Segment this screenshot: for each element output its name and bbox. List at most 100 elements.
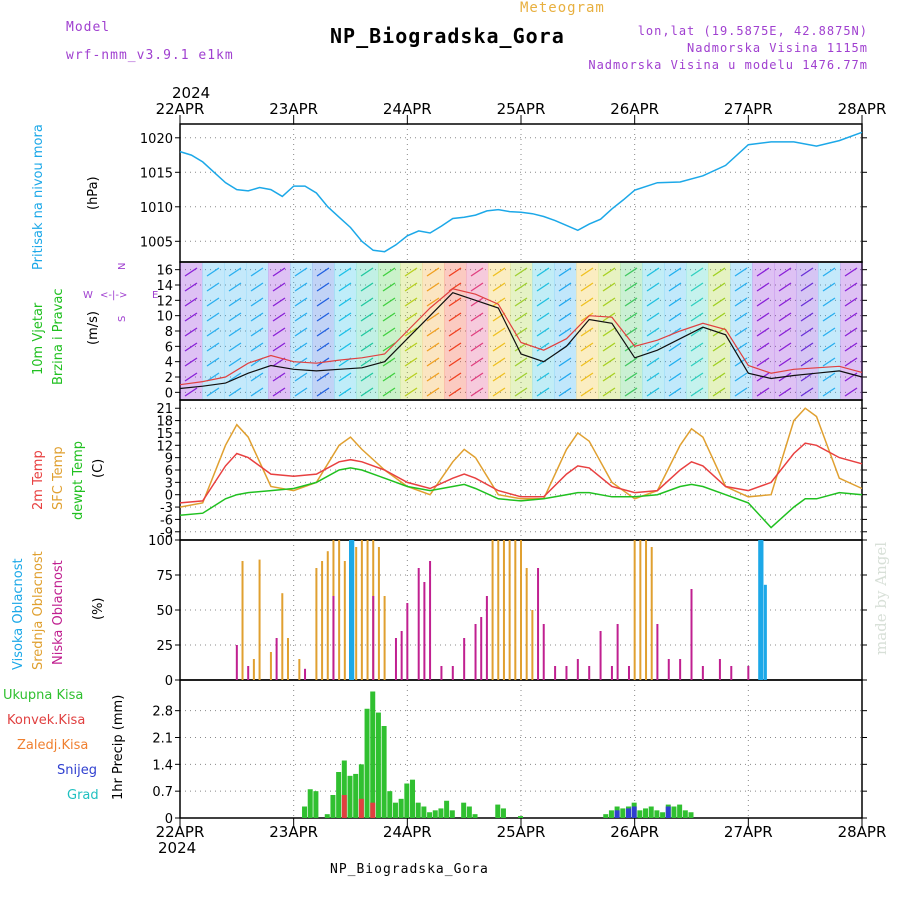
wind-arrow [756,387,770,397]
wind-arrow [470,312,484,322]
wind-arrow [646,267,660,277]
precip-bar-total [313,791,319,818]
x-tick-label-bottom: 23APR [269,823,318,841]
wind-arrow [690,312,704,322]
y-tick-label: 10 [156,310,173,325]
wind-arrow [492,312,506,322]
cloud-bar-low [406,603,409,680]
wind-arrow [822,297,836,307]
wind-arrow [228,297,242,307]
wind-arrow-band [378,263,401,399]
wind-arrow [426,342,440,352]
temp-2m-ylabel: 2m Temp [31,450,46,510]
x-tick-label-bottom: 27APR [724,823,773,841]
y-tick-label: 0 [165,386,173,401]
temp-sfc-line [179,407,863,508]
cloud-bar-low [656,624,659,680]
cloud-bar-mid [633,540,636,680]
y-tick-label: 100 [148,534,173,549]
wind-arrow [184,387,198,397]
x-tick-label-bottom: 26APR [610,823,659,841]
cloud-bar-mid [645,540,648,680]
wind-ylabel-2: Brzina i Pravac [51,288,66,385]
wind-arrow [756,267,770,277]
wind-arrow [668,282,682,292]
wind-arrow [492,372,506,382]
cloud-bar-mid [508,540,511,680]
wind-arrow [624,267,638,277]
cloud-bar-low [667,659,670,680]
wind-arrow [492,387,506,397]
precip-bar-total [432,810,438,818]
y-tick-label: 75 [156,569,173,584]
cloud-bar-low [701,666,704,680]
wind-arrow [822,267,836,277]
wind-arrow [404,297,418,307]
cloud-bar-mid [241,561,244,680]
cloud-bar-low [429,561,432,680]
precip-bar-total [466,806,472,818]
wind-arrow-band [202,263,225,399]
wind-arrow [448,327,462,337]
x-tick-label-bottom: 22APR [156,823,205,841]
wind-arrow [756,312,770,322]
precip-bar-total [438,808,444,818]
y-tick-label: 1015 [140,166,173,181]
cloud-bar-low [730,666,733,680]
cloud-bar-low [304,668,307,680]
y-tick-label: 16 [156,264,173,279]
compass-w: W [83,290,93,301]
wind-arrow [404,327,418,337]
y-tick-label: 25 [156,639,173,654]
temp-unit: (C) [91,459,106,478]
precip-bar-total [302,806,308,818]
year-top: 2024 [172,84,210,102]
wind-arrow [206,312,220,322]
wind-arrow [558,312,572,322]
wind-arrow [382,327,396,337]
wind-arrow [492,357,506,367]
wind-arrow-band [664,263,687,399]
wind-arrow [360,312,374,322]
wind-arrow [404,342,418,352]
wind-arrow [844,297,858,307]
x-tick-label-top: 22APR [156,100,205,118]
cloud-bar-low [588,666,591,680]
wind-arrow [756,327,770,337]
wind-arrow [646,282,660,292]
wind-arrow [492,267,506,277]
precip-bar-total [444,800,450,818]
wind-arrow [206,282,220,292]
cloud-bar-mid [269,652,272,680]
precip-bar-total [643,808,649,818]
wind-arrow-band [642,263,665,399]
wind-arrow [602,357,616,367]
wind-arrow [822,327,836,337]
cloud-bar-low [417,568,420,680]
wind-arrow [668,357,682,367]
wind-arrow [514,372,528,382]
cloud-bar-low [275,638,278,680]
y-tick-label: 8 [165,325,173,340]
wind-arrow [316,387,330,397]
wind-arrow-band [268,263,291,399]
wind-arrow [272,342,286,352]
wind-arrow [250,327,264,337]
wind-arrow [492,342,506,352]
wind-arrow [690,297,704,307]
wind-arrow [844,327,858,337]
wind-arrow [756,357,770,367]
wind-arrow [580,282,594,292]
wind-arrow [470,297,484,307]
wind-arrow [470,267,484,277]
precip-bar-total [415,802,421,818]
cloud-bar-low [565,666,568,680]
wind-arrow [514,312,528,322]
x-tick-label-top: 27APR [724,100,773,118]
wind-arrow [778,357,792,367]
wind-arrow [404,312,418,322]
wind-arrow [272,282,286,292]
wind-arrow [756,297,770,307]
cloud-bar-low [400,631,403,680]
wind-arrow-band [686,263,709,399]
